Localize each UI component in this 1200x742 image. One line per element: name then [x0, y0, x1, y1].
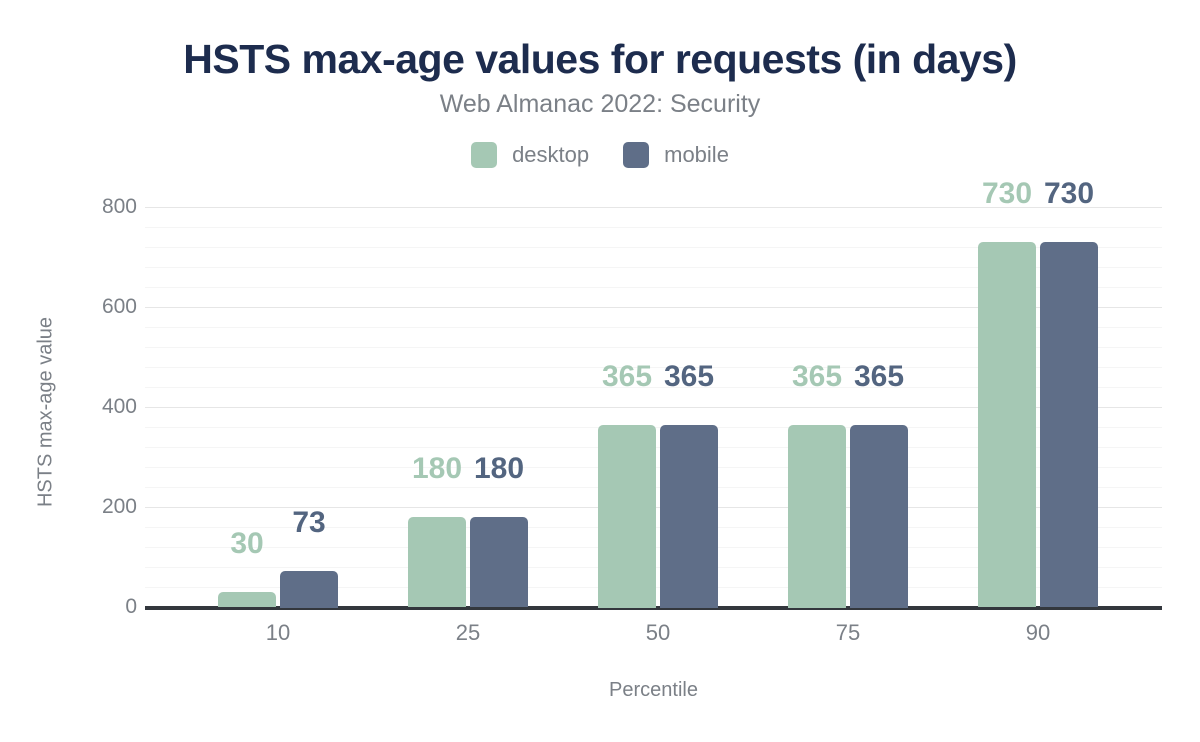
y-tick-label: 0	[125, 595, 137, 618]
bar-value-label-mobile-p25: 180	[473, 452, 525, 485]
bar-value-label-desktop-p25: 180	[411, 452, 463, 485]
y-axis-title: HSTS max-age value	[34, 316, 57, 508]
minor-gridline	[145, 387, 1162, 388]
bar-mobile-p75[interactable]	[850, 425, 908, 608]
bar-value-label-desktop-p10: 30	[230, 527, 264, 560]
bar-desktop-p25[interactable]	[408, 517, 466, 607]
bar-mobile-p50[interactable]	[660, 425, 718, 608]
bar-value-label-mobile-p90: 730	[1043, 177, 1095, 210]
x-tick-label: 25	[455, 620, 481, 645]
bar-value-label-desktop-p75: 365	[791, 360, 843, 393]
legend-swatch-desktop	[471, 142, 498, 168]
x-tick-label: 50	[645, 620, 671, 645]
bar-desktop-p10[interactable]	[218, 592, 276, 607]
bar-value-label-desktop-p90: 730	[981, 177, 1033, 210]
bar-desktop-p90[interactable]	[978, 242, 1036, 607]
bar-desktop-p75[interactable]	[788, 425, 846, 608]
minor-gridline	[145, 287, 1162, 288]
major-gridline	[145, 207, 1162, 208]
legend-label-desktop: desktop	[512, 142, 590, 167]
x-tick-label: 75	[835, 620, 861, 645]
minor-gridline	[145, 367, 1162, 368]
x-axis-title: Percentile	[609, 679, 698, 701]
major-gridline	[145, 407, 1162, 408]
x-tick-label: 90	[1025, 620, 1051, 645]
bar-mobile-p90[interactable]	[1040, 242, 1098, 607]
legend-swatch-mobile	[623, 142, 650, 168]
bar-mobile-p10[interactable]	[280, 571, 338, 608]
minor-gridline	[145, 327, 1162, 328]
x-axis-line	[145, 606, 1162, 610]
chart-title: HSTS max-age values for requests (in day…	[183, 36, 1017, 82]
minor-gridline	[145, 247, 1162, 248]
y-tick-label: 600	[101, 295, 137, 318]
bar-value-label-mobile-p75: 365	[853, 360, 905, 393]
bar-desktop-p50[interactable]	[598, 425, 656, 608]
bar-value-label-mobile-p10: 73	[292, 506, 326, 539]
y-tick-label: 800	[101, 195, 137, 218]
legend-item-mobile: mobile	[623, 142, 729, 168]
bar-mobile-p25[interactable]	[470, 517, 528, 607]
minor-gridline	[145, 227, 1162, 228]
minor-gridline	[145, 347, 1162, 348]
minor-gridline	[145, 267, 1162, 268]
y-tick-label: 400	[101, 395, 137, 418]
major-gridline	[145, 307, 1162, 308]
legend-label-mobile: mobile	[664, 142, 729, 167]
bar-value-label-mobile-p50: 365	[663, 360, 715, 393]
x-tick-label: 10	[265, 620, 291, 645]
bar-value-label-desktop-p50: 365	[601, 360, 653, 393]
legend-item-desktop: desktop	[471, 142, 589, 168]
chart-subtitle: Web Almanac 2022: Security	[439, 90, 761, 118]
legend: desktop mobile	[0, 142, 1200, 168]
y-tick-label: 200	[101, 495, 137, 518]
